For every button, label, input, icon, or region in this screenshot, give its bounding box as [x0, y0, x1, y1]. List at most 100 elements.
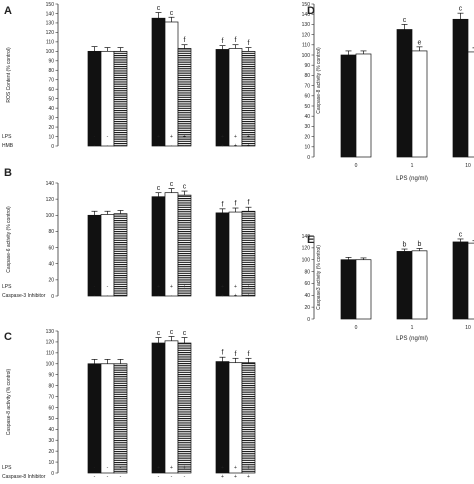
panel-b-condition-sign: + [170, 284, 173, 290]
panel-e-significance-label: c [459, 231, 463, 238]
panel-a-condition-sign: - [171, 143, 173, 149]
panel-c-bar [177, 342, 192, 474]
panel-c-bar [113, 363, 128, 474]
panel-e-y-tick-label: 60 [304, 281, 310, 287]
panel-d-bar [467, 51, 474, 158]
panel-a-condition-sign: + [247, 134, 250, 140]
panel-e-y-tick-label: 80 [304, 269, 310, 275]
panel-e-x-axis-label: LPS (ng/ml) [396, 336, 428, 342]
panel-d-y-tick-label: 100 [302, 53, 311, 59]
panel-b-y-tick-label: 120 [46, 197, 55, 203]
panel-e-letter: E [307, 234, 314, 246]
panel-b-condition-sign: - [171, 293, 173, 299]
panel-b-y-axis-label: Caspase-6 activity (% control) [6, 206, 12, 273]
panel-c-y-tick-label: 30 [48, 438, 54, 444]
panel-a-condition-sign: + [234, 134, 237, 140]
panel-a-condition-sign: - [107, 134, 109, 140]
panel-d-bar [452, 18, 469, 158]
panel-b-condition-sign: - [94, 293, 96, 299]
panel-a-y-tick-label: 30 [48, 115, 54, 121]
panel-c-condition-sign: + [183, 465, 186, 471]
panel-c-condition-sign: - [171, 474, 173, 480]
panel-a-y-tick-label: 100 [46, 49, 55, 55]
panel-a-condition-sign: - [120, 134, 122, 140]
panel-e-significance-label: b [403, 242, 407, 249]
panel-c-condition-sign: - [94, 474, 96, 480]
panel-a-y-tick-label: 20 [48, 125, 54, 131]
panel-c-condition-sign: - [120, 474, 122, 480]
panel-e-x-tick-label: 1 [411, 325, 414, 331]
panel-b-condition-sign: - [94, 284, 96, 290]
panel-a-y-tick-label: 50 [48, 96, 54, 102]
panel-e-bar [340, 259, 357, 320]
panel-e-bar [452, 241, 469, 320]
panel-c-condition-sign: + [247, 465, 250, 471]
panel-c-letter: C [4, 331, 12, 343]
panel-d-bar [396, 29, 413, 158]
panel-c-significance-label: c [170, 329, 174, 336]
panel-a-condition-sign: - [94, 134, 96, 140]
panel-e-significance-label: b [418, 241, 422, 248]
panel-a-condition-sign: + [170, 134, 173, 140]
panel-c-condition-sign: + [221, 465, 224, 471]
panel-a-condition-sign: - [184, 143, 186, 149]
panel-b-condition-sign: + [234, 293, 237, 299]
panel-a-condition-label: HMB [2, 143, 14, 149]
panel-a-bar [100, 50, 115, 147]
panel-d-significance-label: e [418, 39, 422, 46]
panel-a-bar [113, 50, 128, 147]
panel-a-condition-sign: + [247, 143, 250, 149]
panel-c-bar [215, 361, 230, 474]
panel-c-condition-sign: + [157, 465, 160, 471]
panel-b-condition-sign: + [221, 293, 224, 299]
panel-e-y-tick-label: 0 [307, 317, 310, 323]
panel-b-y-tick-label: 60 [48, 245, 54, 251]
panel-c-significance-label: f [222, 350, 224, 357]
panel-d-bar [340, 54, 357, 158]
panel-d-significance-label: c [403, 17, 407, 24]
panel-b-condition-label: Caspase-3 Inhibitor [2, 293, 46, 299]
panel-e-bar [411, 250, 428, 320]
panel-c-condition-sign: + [221, 474, 224, 480]
panel-a-bar [177, 48, 192, 147]
panel-b-bar [164, 192, 179, 297]
panel-c-condition-sign: - [107, 474, 109, 480]
panel-c-condition-sign: + [170, 465, 173, 471]
panel-a-condition-sign: - [120, 143, 122, 149]
panel-d-significance-label: c [459, 6, 463, 13]
panel-c-condition-label: Caspase-8 Inhibitor [2, 474, 46, 480]
panel-a-condition-sign: - [107, 143, 109, 149]
panel-c-bar [151, 342, 166, 474]
panel-c-bar [228, 362, 243, 474]
panel-b-condition-label: LPS [2, 284, 12, 290]
panel-e-y-axis-label: Caspase3 activity (% control) [316, 245, 322, 310]
panel-a-bar [228, 48, 243, 147]
panel-a-bar [215, 49, 230, 147]
panel-a-condition-sign: - [94, 143, 96, 149]
panel-b-bar [177, 194, 192, 297]
panel-c-y-tick-label: 100 [46, 362, 55, 368]
panel-e-x-tick-label: 0 [355, 325, 358, 331]
panel-e-y-tick-label: 120 [302, 246, 311, 252]
panel-d-y-tick-label: 80 [304, 73, 310, 79]
panel-a-y-tick-label: 80 [48, 68, 54, 74]
panel-d-bar [355, 53, 372, 158]
panel-c-condition-label: LPS [2, 465, 12, 471]
panel-e-x-tick-label: 10 [465, 325, 471, 331]
panel-d-y-tick-label: 150 [302, 2, 311, 8]
panel-b-significance-label: c [157, 185, 161, 192]
panel-c-y-tick-label: 130 [46, 329, 55, 335]
panel-b-y-tick-label: 80 [48, 229, 54, 235]
panel-c-condition-sign: + [234, 474, 237, 480]
panel-b-condition-sign: + [157, 284, 160, 290]
panel-d-bar [411, 50, 428, 158]
panel-e-bar [467, 242, 474, 320]
panel-e-y-tick-label: 40 [304, 293, 310, 299]
panel-a-letter: A [4, 5, 12, 17]
panel-a-y-tick-label: 120 [46, 30, 55, 36]
panel-b-significance-label: c [183, 184, 187, 191]
panel-a-condition-sign: + [221, 143, 224, 149]
panel-d-y-tick-label: 130 [302, 22, 311, 28]
panel-d-y-tick-label: 50 [304, 104, 310, 110]
